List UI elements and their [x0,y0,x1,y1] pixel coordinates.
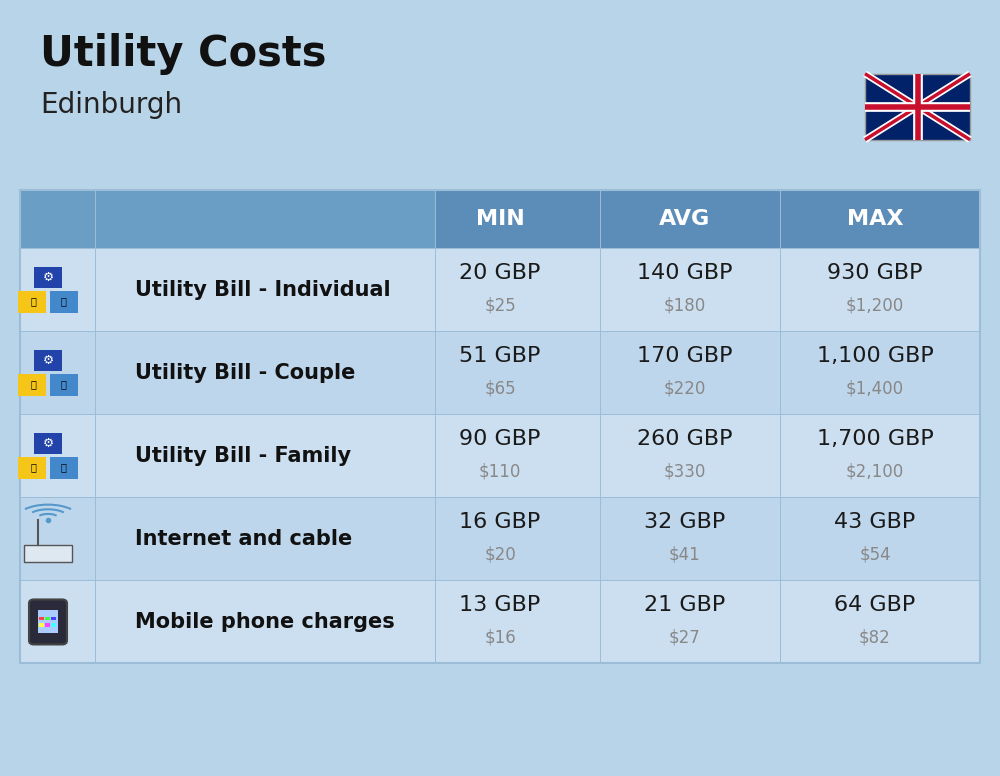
Text: 930 GBP: 930 GBP [827,263,923,282]
Bar [38,609,58,632]
Text: 64 GBP: 64 GBP [834,595,916,615]
Text: 32 GBP: 32 GBP [644,512,726,532]
Bar [34,432,62,454]
Text: $25: $25 [484,296,516,314]
FancyBboxPatch shape [29,599,67,644]
Text: ⚙: ⚙ [42,354,54,367]
Bar [39,622,44,626]
Text: $16: $16 [484,629,516,646]
Text: ⚙: ⚙ [42,437,54,450]
Text: $1,400: $1,400 [846,379,904,397]
Text: 21 GBP: 21 GBP [644,595,726,615]
Text: 🚰: 🚰 [60,379,66,389]
Text: $110: $110 [479,462,521,480]
Bar [51,622,56,626]
Bar [18,291,46,313]
Text: 🔌: 🔌 [30,296,36,306]
Bar [20,331,980,414]
Bar [20,190,435,248]
Bar [20,497,980,580]
Text: 51 GBP: 51 GBP [459,346,541,365]
Text: AVG: AVG [659,210,711,229]
Text: $330: $330 [664,462,706,480]
Bar [34,266,62,288]
Text: Utility Costs: Utility Costs [40,33,326,75]
Text: $220: $220 [664,379,706,397]
Text: Edinburgh: Edinburgh [40,91,182,119]
Bar [34,349,62,371]
Text: MIN: MIN [476,210,524,229]
Text: 🚰: 🚰 [60,462,66,472]
Text: 16 GBP: 16 GBP [459,512,541,532]
Text: $82: $82 [859,629,891,646]
Text: Utility Bill - Couple: Utility Bill - Couple [135,363,355,383]
Text: Utility Bill - Individual: Utility Bill - Individual [135,280,391,300]
Bar [20,190,980,248]
Text: $20: $20 [484,546,516,563]
Text: $54: $54 [859,546,891,563]
Text: 🚰: 🚰 [60,296,66,306]
Text: 170 GBP: 170 GBP [637,346,733,365]
Text: 1,700 GBP: 1,700 GBP [817,429,933,449]
Bar [20,190,980,663]
Bar [50,291,78,313]
Text: Mobile phone charges: Mobile phone charges [135,612,395,632]
Text: $41: $41 [669,546,701,563]
Bar [39,616,44,620]
Bar [50,457,78,479]
Text: 20 GBP: 20 GBP [459,263,541,282]
Text: Internet and cable: Internet and cable [135,529,352,549]
Text: Utility Bill - Family: Utility Bill - Family [135,446,351,466]
Text: 140 GBP: 140 GBP [637,263,733,282]
Text: 43 GBP: 43 GBP [834,512,916,532]
Bar [18,457,46,479]
Bar [20,248,980,331]
Text: 🔌: 🔌 [30,379,36,389]
Text: 13 GBP: 13 GBP [459,595,541,615]
Text: $180: $180 [664,296,706,314]
Bar [51,616,56,620]
Bar [24,545,72,562]
Text: $27: $27 [669,629,701,646]
Bar [18,374,46,396]
Bar [45,622,50,626]
Text: 🔌: 🔌 [30,462,36,472]
Text: 260 GBP: 260 GBP [637,429,733,449]
Bar [20,580,980,663]
Text: $1,200: $1,200 [846,296,904,314]
Text: $65: $65 [484,379,516,397]
Text: ⚙: ⚙ [42,271,54,284]
Text: 1,100 GBP: 1,100 GBP [817,346,933,365]
Text: 90 GBP: 90 GBP [459,429,541,449]
Text: MAX: MAX [847,210,903,229]
Bar [50,374,78,396]
Text: $2,100: $2,100 [846,462,904,480]
Bar [865,74,970,140]
Bar [20,414,980,497]
Bar [45,616,50,620]
